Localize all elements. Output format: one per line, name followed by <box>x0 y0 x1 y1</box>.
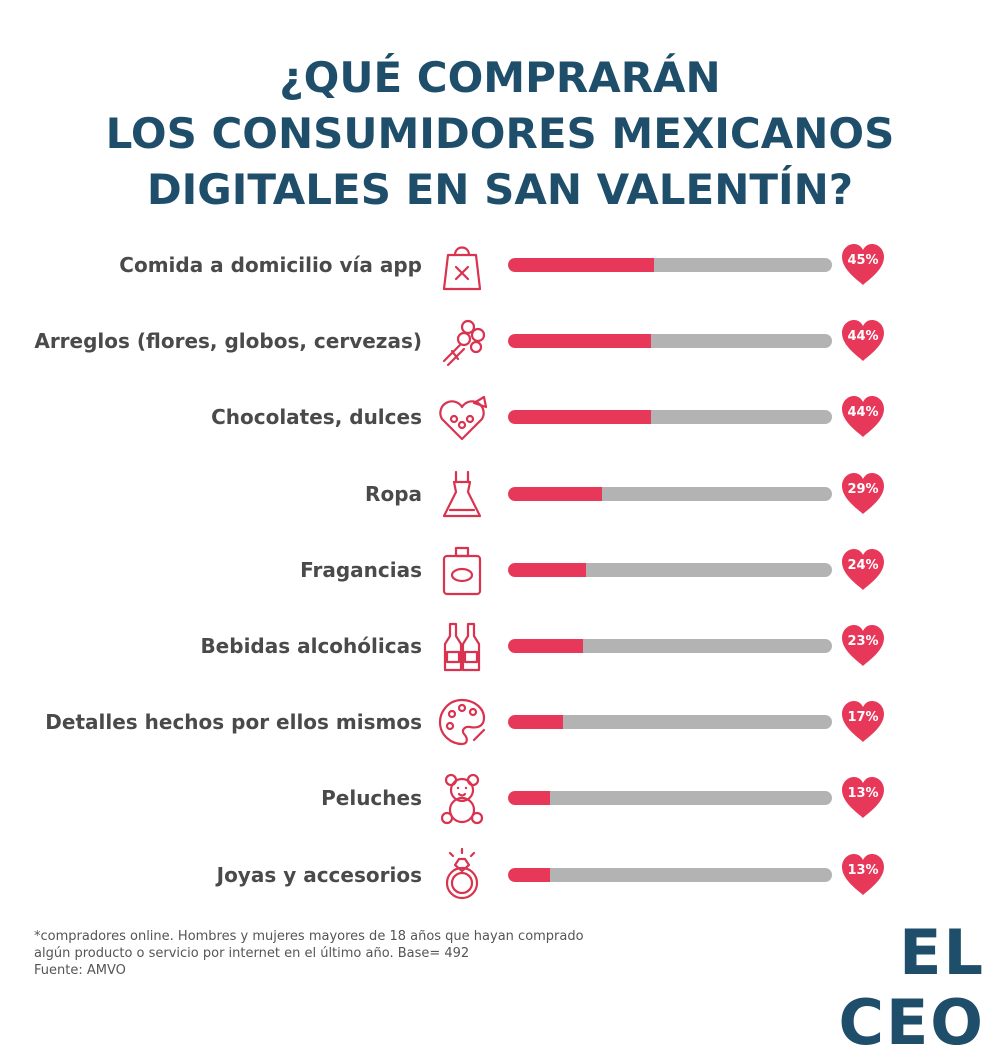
bar-track <box>508 410 832 425</box>
data-label: 13% <box>847 862 879 878</box>
bar <box>508 715 564 730</box>
heart-badge: 44% <box>836 391 890 441</box>
category-label: Joyas y accesorios <box>216 862 422 887</box>
bar-row: Joyas y accesorios 13% <box>0 837 1000 913</box>
bar-row: Bebidas alcohólicas 23% <box>0 608 1000 684</box>
bar <box>508 562 586 577</box>
data-label: 29% <box>847 481 879 497</box>
category-label: Fragancias <box>300 557 422 582</box>
category-label: Peluches <box>321 786 422 811</box>
data-label: 24% <box>847 557 879 573</box>
footnote: *compradores online. Hombres y mujeres m… <box>34 929 584 961</box>
category-label: Comida a domicilio vía app <box>119 253 422 277</box>
flower-bouquet-icon <box>434 313 490 369</box>
bar-row: Fragancias 24% <box>0 532 1000 608</box>
bar-track <box>508 715 832 730</box>
data-label: 44% <box>847 329 879 345</box>
bar-row: Arreglos (flores, globos, cervezas) 44% <box>0 303 1000 379</box>
bar-row: Chocolates, dulces 44% <box>0 379 1000 455</box>
data-label: 23% <box>847 634 879 649</box>
bar <box>508 639 583 653</box>
bar-track <box>508 562 832 577</box>
heart-badge: 29% <box>836 468 890 518</box>
bar <box>508 258 654 272</box>
bar-row: Comida a domicilio vía app 45% <box>0 227 1000 303</box>
bar-track <box>508 791 832 806</box>
heart-badge: 17% <box>836 696 890 746</box>
data-label: 45% <box>847 253 879 268</box>
data-label: 13% <box>847 786 879 802</box>
bar <box>508 791 551 806</box>
heart-badge: 45% <box>836 239 890 289</box>
chart-title: ¿QUÉ COMPRARÁN LOS CONSUMIDORES MEXICANO… <box>0 50 1000 218</box>
data-label: 44% <box>847 405 879 421</box>
ring-icon <box>434 847 490 903</box>
bar-track <box>508 486 832 501</box>
heart-badge: 44% <box>836 315 890 365</box>
bar <box>508 410 651 425</box>
bar-track <box>508 867 832 882</box>
data-label: 17% <box>847 710 879 726</box>
category-label: Chocolates, dulces <box>211 405 422 430</box>
paint-palette-icon <box>434 694 490 750</box>
category-label: Arreglos (flores, globos, cervezas) <box>34 329 422 354</box>
dress-icon <box>434 466 490 522</box>
teddy-bear-icon <box>434 770 490 826</box>
bar <box>508 486 602 501</box>
bar-track <box>508 639 832 653</box>
title-line-3: DIGITALES EN SAN VALENTÍN? <box>146 165 854 214</box>
category-label: Detalles hechos por ellos mismos <box>45 710 422 735</box>
heart-badge: 13% <box>836 849 890 899</box>
bar-row: Detalles hechos por ellos mismos 17% <box>0 684 1000 760</box>
heart-badge: 23% <box>836 620 890 670</box>
bar-row: Ropa 29% <box>0 456 1000 532</box>
bar-row: Peluches 13% <box>0 760 1000 836</box>
bar-track <box>508 258 832 272</box>
heart-badge: 24% <box>836 544 890 594</box>
category-label: Ropa <box>365 481 422 506</box>
bar-track <box>508 334 832 349</box>
chocolate-box-icon <box>434 389 490 445</box>
source-note: Fuente: AMVO <box>34 963 126 978</box>
title-line-1: ¿QUÉ COMPRARÁN <box>279 53 721 102</box>
heart-badge: 13% <box>836 772 890 822</box>
el-ceo-logo: EL CEO <box>838 916 985 1059</box>
title-line-2: LOS CONSUMIDORES MEXICANOS <box>105 109 895 158</box>
food-bag-icon <box>434 237 490 293</box>
category-label: Bebidas alcohólicas <box>200 634 422 658</box>
bottles-icon <box>434 618 490 674</box>
bar <box>508 334 651 349</box>
bar <box>508 867 551 882</box>
perfume-icon <box>434 542 490 598</box>
